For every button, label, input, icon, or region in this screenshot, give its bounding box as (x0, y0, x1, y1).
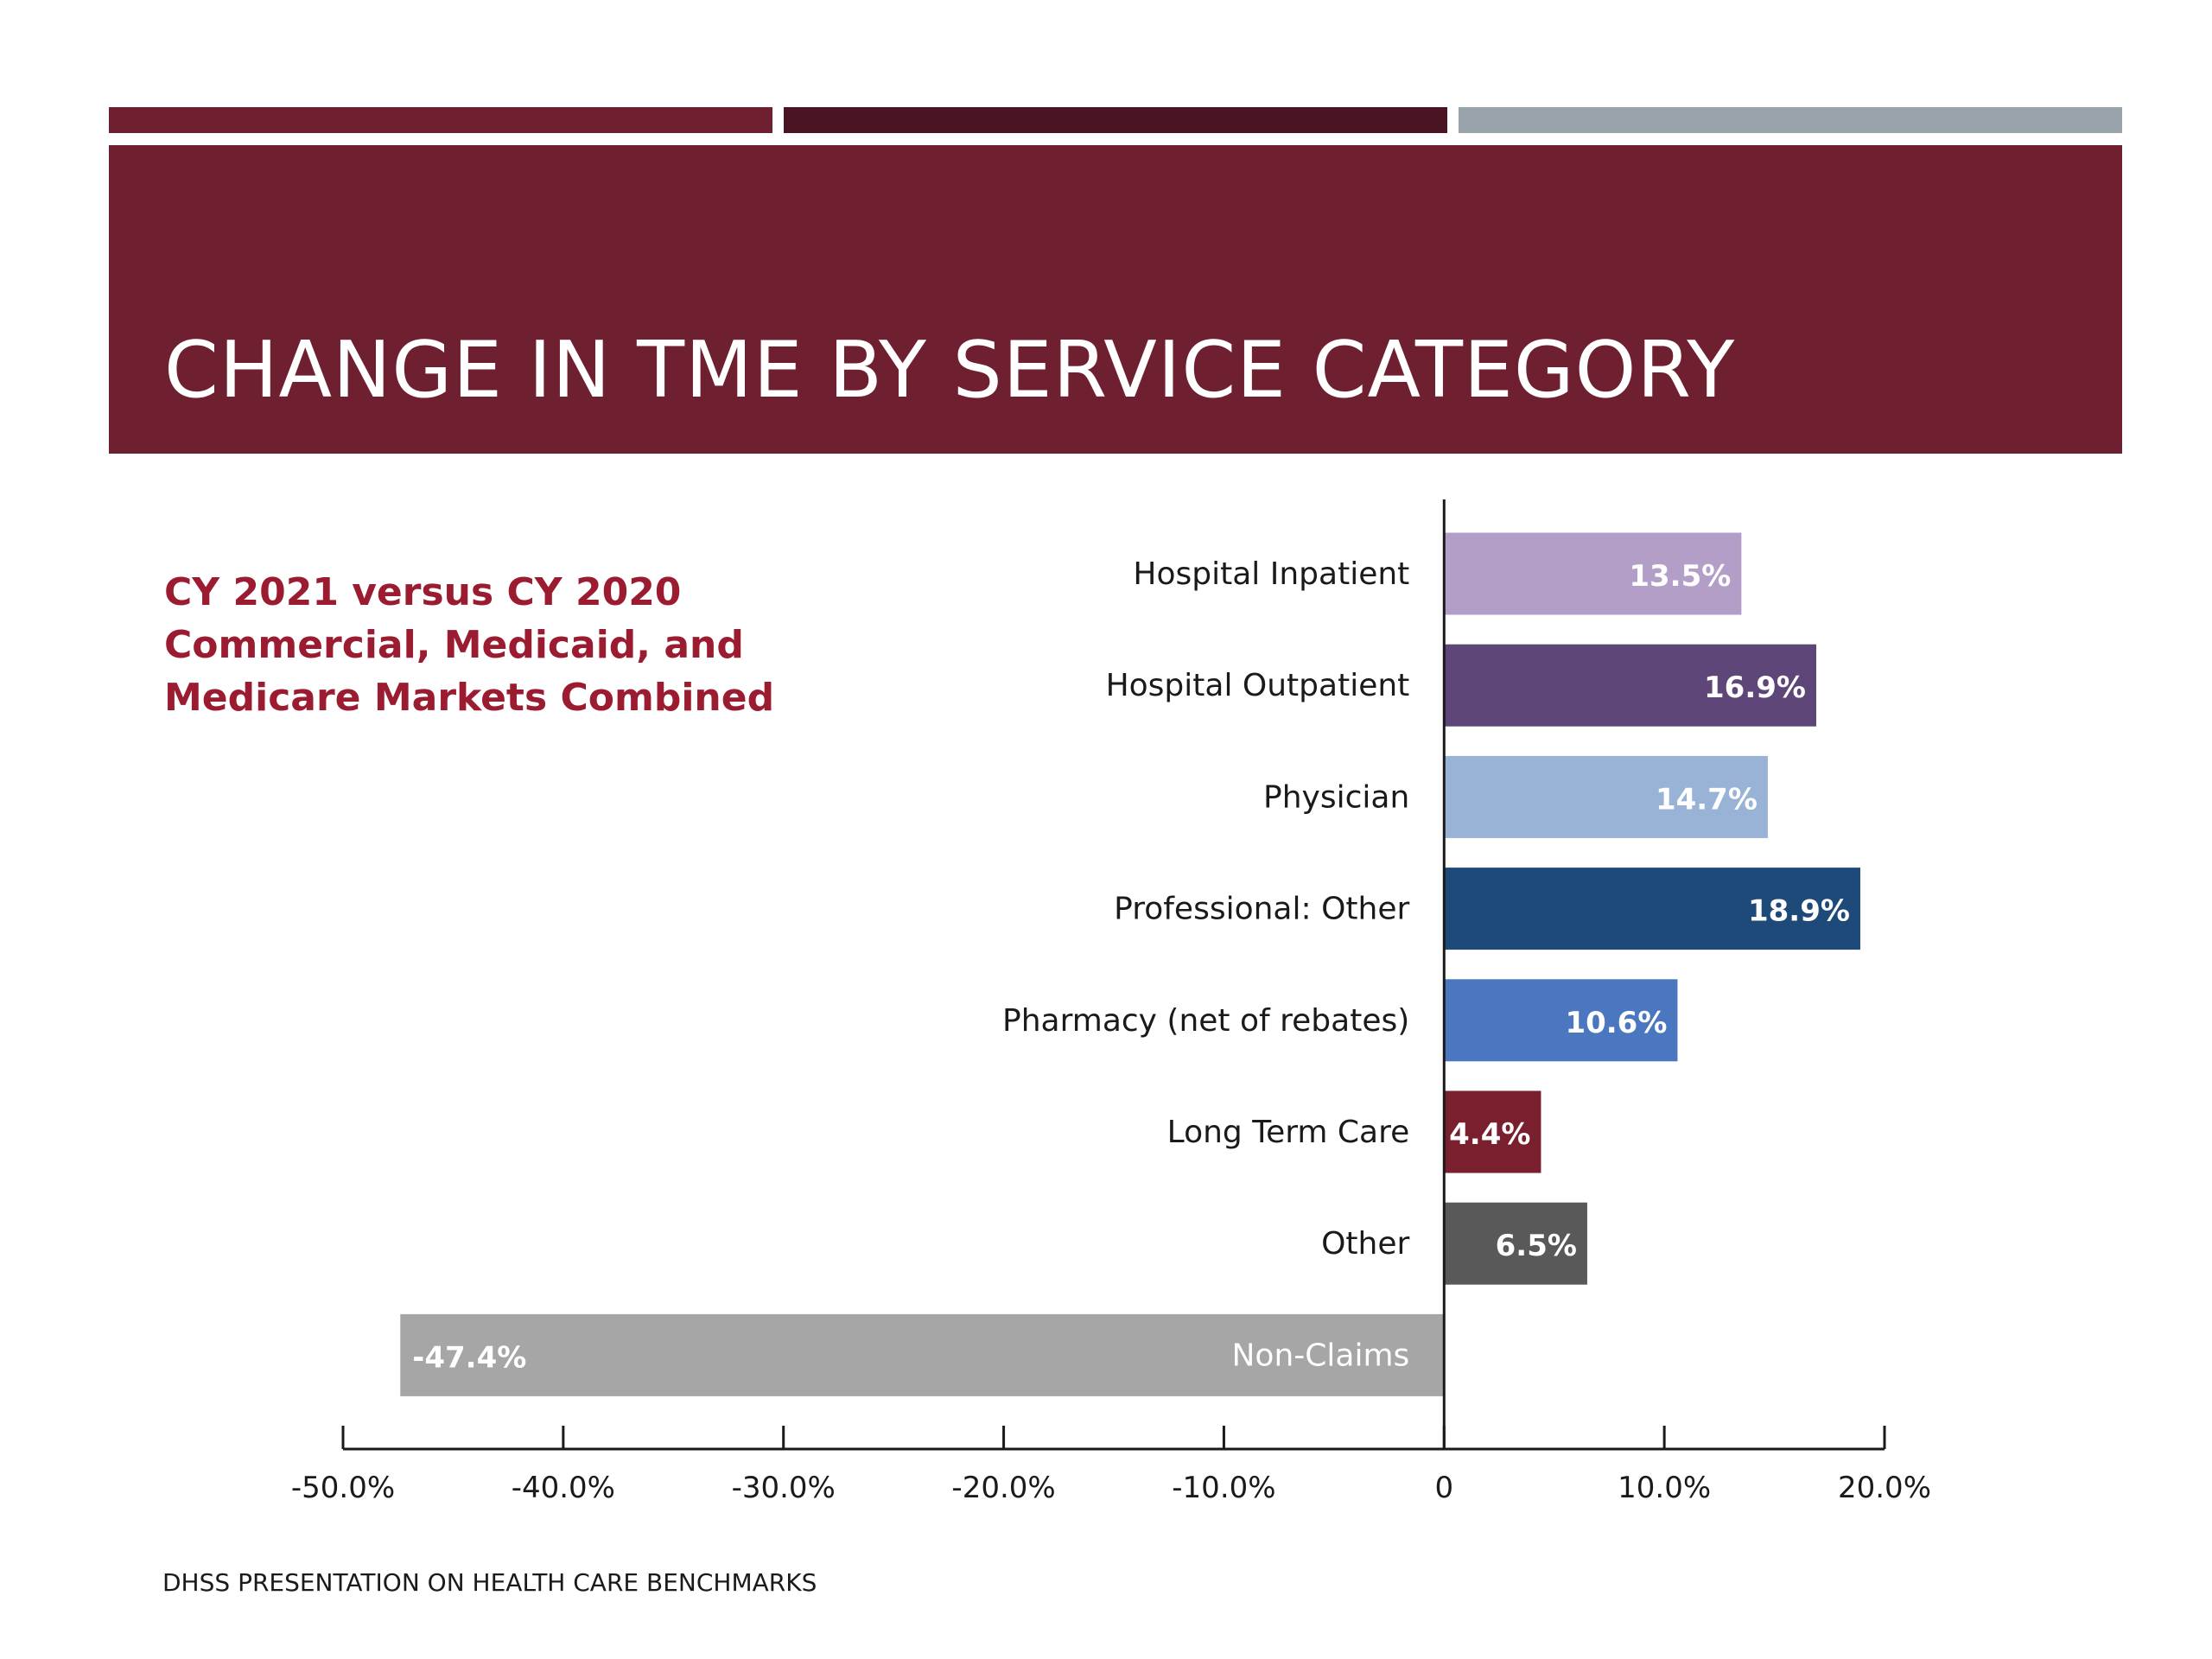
bar-2 (1444, 644, 1816, 727)
title-banner: CHANGE IN TME BY SERVICE CATEGORY (109, 145, 2122, 454)
chart-subtitle: CY 2021 versus CY 2020 Commercial, Medic… (164, 566, 774, 724)
data-label-3: 14.7% (1656, 782, 1758, 817)
bar-8 (400, 1313, 1445, 1396)
x-tick-label-2: -40.0% (512, 1471, 615, 1505)
data-label-2: 16.9% (1704, 671, 1806, 705)
x-tick-label-3: -30.0% (732, 1471, 836, 1505)
x-tick-label-4: -20.0% (951, 1471, 1055, 1505)
bar-6 (1444, 1090, 1541, 1173)
data-label-8: -47.4% (412, 1340, 526, 1375)
x-tick-label-6: 0 (1434, 1471, 1453, 1505)
x-tick-label-5: -10.0% (1172, 1471, 1275, 1505)
bar-7 (1444, 1202, 1587, 1285)
category-label-6: Long Term Care (1167, 1115, 1410, 1150)
bar-1 (1444, 532, 1742, 615)
data-label-1: 13.5% (1629, 559, 1731, 594)
footer-text: DHSS PRESENTATION ON HEALTH CARE BENCHMA… (162, 1568, 817, 1597)
category-label-2: Hospital Outpatient (1106, 668, 1410, 703)
data-label-4: 18.9% (1748, 894, 1850, 929)
x-tick-label-8: 20.0% (1838, 1471, 1931, 1505)
slide-title: CHANGE IN TME BY SERVICE CATEGORY (164, 325, 1736, 416)
x-tick-label-1: -50.0% (291, 1471, 395, 1505)
category-label-3: Physician (1263, 779, 1409, 815)
bar-3 (1444, 755, 1768, 838)
category-label-7: Other (1321, 1226, 1409, 1262)
subtitle-line-2: Commercial, Medicaid, and (164, 623, 744, 667)
category-label-8: Non-Claims (1231, 1338, 1409, 1373)
data-label-5: 10.6% (1565, 1006, 1667, 1040)
data-label-6: 4.4% (1449, 1117, 1530, 1152)
category-label-4: Professional: Other (1114, 892, 1409, 927)
category-label-5: Pharmacy (net of rebates) (1002, 1003, 1409, 1039)
header-accent-bar-right (1459, 107, 2122, 133)
x-tick-label-7: 10.0% (1618, 1471, 1711, 1505)
data-label-7: 6.5% (1496, 1229, 1577, 1263)
subtitle-line-1: CY 2021 versus CY 2020 (164, 570, 682, 614)
bar-4 (1444, 868, 1860, 950)
header-accent-bar-middle (784, 107, 1447, 133)
category-label-1: Hospital Inpatient (1133, 556, 1409, 592)
header-accent-bar-left (109, 107, 772, 133)
bar-5 (1444, 979, 1678, 1062)
subtitle-line-3: Medicare Markets Combined (164, 676, 775, 720)
